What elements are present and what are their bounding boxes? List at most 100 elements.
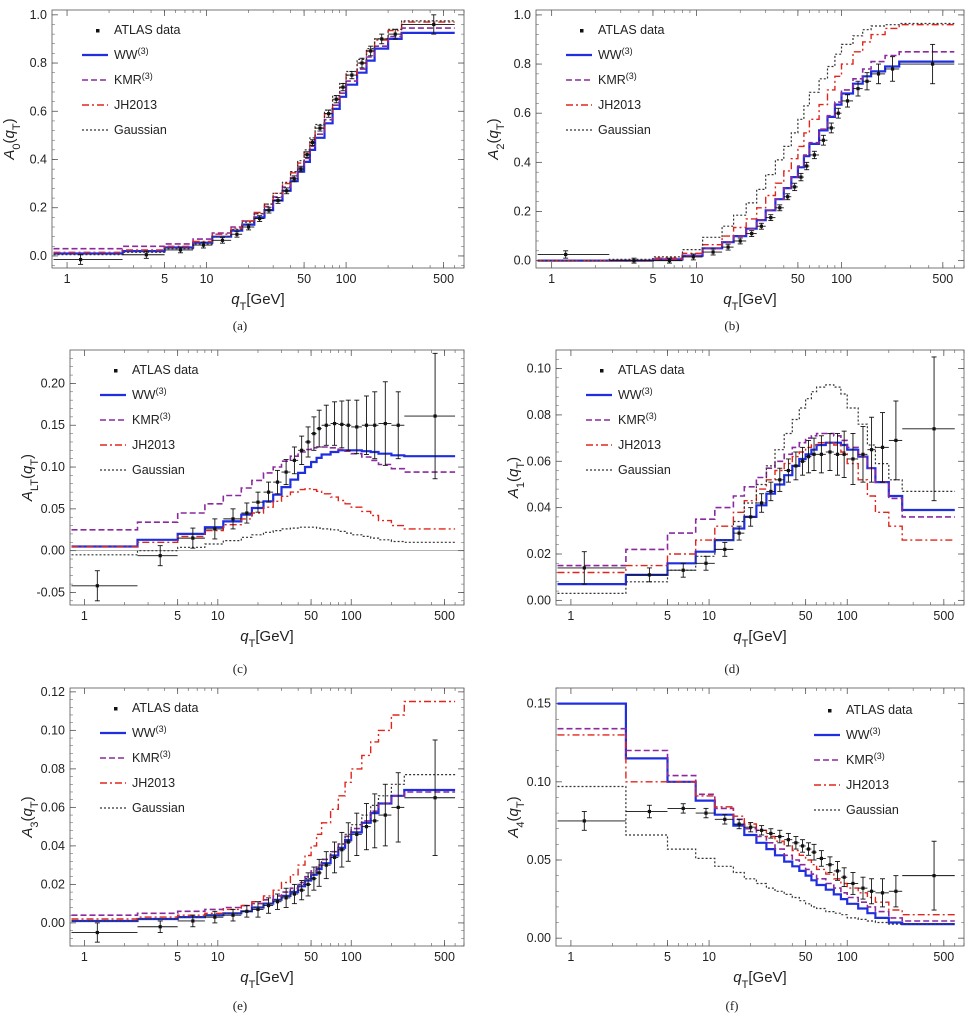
data-marker xyxy=(828,450,832,454)
legend-ww-label: WW(3) xyxy=(114,46,149,62)
legend-data-marker xyxy=(828,709,832,713)
data-point xyxy=(775,204,784,212)
series-jh-line xyxy=(71,700,456,920)
data-marker xyxy=(851,881,855,886)
data-marker xyxy=(300,888,304,892)
y-tick-label: 0.00 xyxy=(41,916,65,930)
data-marker xyxy=(306,882,310,886)
data-point xyxy=(799,446,806,476)
legend-jh-label: JH2013 xyxy=(132,776,175,790)
data-marker xyxy=(704,561,708,565)
data-marker xyxy=(769,489,773,494)
x-tick-label: 50 xyxy=(304,609,318,623)
data-marker xyxy=(856,87,860,91)
legend-kmr-label: KMR(3) xyxy=(598,71,637,87)
x-axis-label-sub: T xyxy=(742,979,749,991)
panel-caption: (c) xyxy=(233,661,247,676)
data-point xyxy=(71,922,138,943)
plot-frame xyxy=(555,687,965,947)
series-gauss-line xyxy=(557,785,955,925)
y-tick-label: 0.6 xyxy=(30,104,47,118)
data-marker xyxy=(276,198,280,203)
y-axis-label-arg-sub: T xyxy=(515,801,527,808)
y-tick-label: 0.06 xyxy=(527,454,551,468)
data-marker xyxy=(275,480,280,484)
legend-jh-label-base: JH2013 xyxy=(618,438,661,452)
data-marker xyxy=(582,819,586,823)
data-point xyxy=(756,222,766,230)
data-marker xyxy=(350,73,354,77)
data-point xyxy=(840,867,848,888)
data-marker xyxy=(327,112,331,116)
data-point xyxy=(273,197,283,204)
data-point xyxy=(744,822,757,833)
x-axis-label: qT[GeV] xyxy=(733,969,786,991)
y-tick-label: 0.4 xyxy=(514,155,531,169)
x-axis-label-main: q xyxy=(733,628,742,645)
y-axis-label-sub: 0 xyxy=(11,143,23,149)
legend-kmr-label-base: KMR xyxy=(132,413,160,427)
data-marker xyxy=(880,445,885,449)
x-tick-label: 1 xyxy=(548,272,555,286)
data-marker xyxy=(711,250,715,254)
data-point xyxy=(827,122,835,134)
y-axis-label-arg: q xyxy=(505,807,522,816)
y-tick-label: 0.15 xyxy=(41,418,65,432)
data-marker xyxy=(667,259,672,263)
x-tick-label: 50 xyxy=(799,609,813,623)
data-marker xyxy=(819,452,823,456)
data-marker xyxy=(812,452,816,456)
series-ww-line xyxy=(557,702,955,926)
x-tick-label: 5 xyxy=(161,272,168,286)
data-point xyxy=(875,412,889,483)
legend-kmr-label: KMR(3) xyxy=(846,751,885,767)
data-marker xyxy=(799,175,803,179)
data-point xyxy=(366,45,375,57)
data-marker xyxy=(737,531,741,535)
data-point xyxy=(254,215,265,222)
y-axis-label-arg-sub: T xyxy=(29,801,41,808)
series-kmr-line xyxy=(557,727,955,922)
data-marker xyxy=(806,455,811,459)
data-point xyxy=(273,469,282,495)
plot-area xyxy=(53,14,455,265)
data-marker xyxy=(256,907,260,912)
series-jh-line xyxy=(557,734,955,916)
legend-ww-label-base: WW xyxy=(132,726,156,740)
data-marker xyxy=(78,257,83,262)
data-marker xyxy=(346,423,350,427)
y-axis-label-paren: ) xyxy=(505,457,522,462)
data-point xyxy=(733,525,745,541)
data-point xyxy=(774,467,785,492)
x-tick-label: 500 xyxy=(933,950,954,964)
x-axis-label-main: q xyxy=(240,628,249,645)
data-marker xyxy=(800,459,805,463)
data-marker xyxy=(393,32,397,36)
data-marker xyxy=(821,138,826,142)
data-point xyxy=(840,430,848,478)
data-point xyxy=(311,416,317,451)
x-axis-label-unit: [GeV] xyxy=(738,291,776,308)
x-tick-label: 10 xyxy=(690,272,704,286)
data-point xyxy=(784,832,793,847)
data-marker xyxy=(865,79,869,83)
data-point xyxy=(811,437,817,471)
data-point xyxy=(888,875,903,908)
panel-e: 1 5 10 50 100 500 0.00 0.02 0.04 0.06 0.08 0.10 0.12… xyxy=(19,685,465,1013)
legend-ww-label: WW(3) xyxy=(132,386,167,402)
x-tick-label: 5 xyxy=(664,609,671,623)
data-point xyxy=(71,570,138,602)
data-marker xyxy=(737,822,741,826)
legend-gauss-label-base: Gaussian xyxy=(132,801,185,815)
data-marker xyxy=(220,238,225,242)
data-marker xyxy=(355,832,359,836)
y-tick-label: 1.0 xyxy=(30,8,47,22)
data-point xyxy=(332,95,340,104)
data-point xyxy=(867,878,876,905)
legend-kmr-label: KMR(3) xyxy=(618,411,657,427)
data-marker xyxy=(341,85,345,89)
data-point xyxy=(273,893,282,910)
x-tick-label: 5 xyxy=(664,950,671,964)
